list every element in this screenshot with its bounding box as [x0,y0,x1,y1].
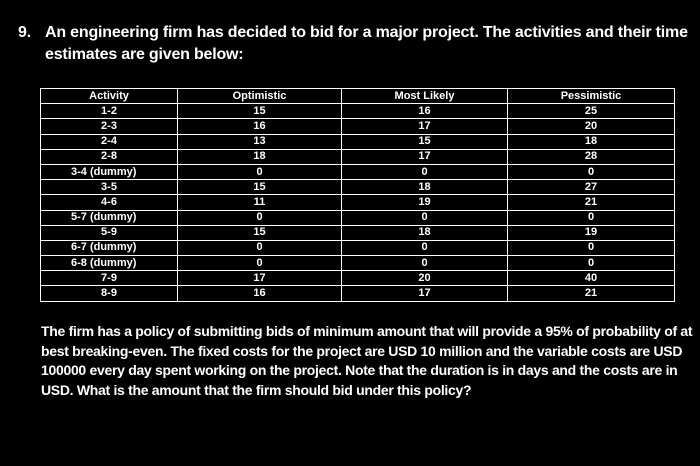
cell-activity: 8-9 [40,285,178,302]
cell-pessimistic: 0 [507,163,675,181]
cell-most-likely: 0 [341,255,508,272]
cell-optimistic: 0 [177,163,342,181]
cell-activity: 5-9 [40,224,178,241]
question-number: 9. [18,24,31,41]
cell-most-likely: 16 [341,103,508,120]
table-row: 6-8 (dummy) 0 0 0 [40,255,675,272]
cell-optimistic: 15 [177,179,342,196]
cell-optimistic: 18 [177,148,342,165]
cell-activity: 2-4 [40,133,178,150]
table-row: 3-4 (dummy) 0 0 0 [40,163,675,181]
cell-optimistic: 17 [177,270,342,287]
cell-most-likely: 0 [341,239,508,257]
cell-optimistic: 11 [177,194,342,211]
cell-most-likely: 0 [341,209,508,226]
cell-optimistic: 15 [177,224,342,241]
activities-table: Activity Optimistic Most Likely Pessimis… [40,87,675,302]
cell-optimistic: 0 [177,239,342,257]
cell-pessimistic: 18 [507,133,675,150]
cell-pessimistic: 21 [507,194,675,211]
table-row: 2-3 16 17 20 [40,118,675,135]
table-row: 2-8 18 17 28 [40,148,675,165]
cell-activity: 5-7 (dummy) [40,209,178,226]
question-intro: An engineering firm has decided to bid f… [45,24,688,63]
cell-most-likely: 15 [341,133,508,150]
cell-pessimistic: 25 [507,103,675,120]
cell-optimistic: 16 [177,285,342,302]
table-row: 3-5 15 18 27 [40,179,675,196]
cell-most-likely: 0 [341,163,508,181]
cell-activity: 4-6 [40,194,178,211]
cell-most-likely: 20 [341,270,508,287]
cell-pessimistic: 20 [507,118,675,135]
table-row: 2-4 13 15 18 [40,133,675,150]
table-body: 1-2 15 16 25 2-3 16 17 20 2-4 13 15 18 2-8 18 17 28 3-4 … [40,103,675,302]
cell-pessimistic: 0 [507,209,675,226]
cell-most-likely: 18 [341,224,508,241]
cell-activity: 3-4 (dummy) [40,163,178,181]
cell-activity: 1-2 [40,103,178,120]
cell-optimistic: 13 [177,133,342,150]
cell-pessimistic: 0 [507,239,675,257]
table-row: 1-2 15 16 25 [40,103,675,120]
table-row: 7-9 17 20 40 [40,270,675,287]
cell-pessimistic: 21 [507,285,675,302]
header-most-likely: Most Likely [341,87,508,105]
cell-pessimistic: 0 [507,255,675,272]
table-row: 5-9 15 18 19 [40,224,675,241]
table-header-row: Activity Optimistic Most Likely Pessimis… [40,87,675,105]
cell-pessimistic: 19 [507,224,675,241]
cell-pessimistic: 40 [507,270,675,287]
header-pessimistic: Pessimistic [507,87,675,105]
cell-activity: 2-3 [40,118,178,135]
cell-most-likely: 17 [341,118,508,135]
table-row: 6-7 (dummy) 0 0 0 [40,239,675,257]
cell-activity: 6-8 (dummy) [40,255,178,272]
policy-text: The firm has a policy of submitting bids… [41,323,693,398]
cell-activity: 7-9 [40,270,178,287]
table-row: 4-6 11 19 21 [40,194,675,211]
cell-activity: 6-7 (dummy) [40,239,178,257]
cell-most-likely: 17 [341,148,508,165]
cell-optimistic: 15 [177,103,342,120]
cell-pessimistic: 27 [507,179,675,196]
table-row: 8-9 16 17 21 [40,285,675,302]
cell-optimistic: 0 [177,209,342,226]
header-optimistic: Optimistic [177,87,342,105]
cell-most-likely: 17 [341,285,508,302]
cell-most-likely: 19 [341,194,508,211]
table-row: 5-7 (dummy) 0 0 0 [40,209,675,226]
header-activity: Activity [40,87,178,105]
cell-activity: 2-8 [40,148,178,165]
cell-activity: 3-5 [40,179,178,196]
cell-most-likely: 18 [341,179,508,196]
cell-optimistic: 0 [177,255,342,272]
cell-pessimistic: 28 [507,148,675,165]
cell-optimistic: 16 [177,118,342,135]
